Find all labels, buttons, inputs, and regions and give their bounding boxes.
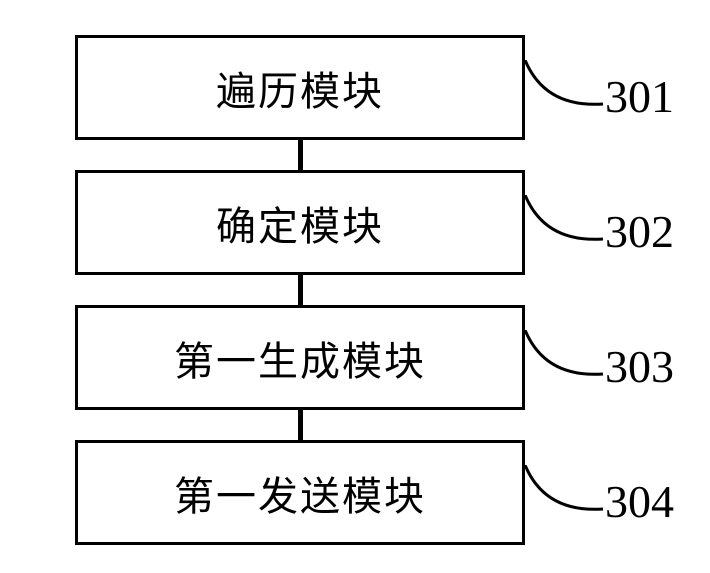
box-301-label: 遍历模块 <box>216 59 384 117</box>
label-301: 301 <box>605 70 674 123</box>
box-303: 第一生成模块 <box>75 305 525 410</box>
diagram-canvas: 遍历模块 确定模块 第一生成模块 第一发送模块 301 302 303 304 <box>0 0 710 573</box>
connector-2 <box>298 275 303 305</box>
box-301: 遍历模块 <box>75 35 525 140</box>
box-302: 确定模块 <box>75 170 525 275</box>
callout-304 <box>525 465 605 525</box>
box-304-label: 第一发送模块 <box>174 464 426 522</box>
label-303: 303 <box>605 340 674 393</box>
box-302-label: 确定模块 <box>216 194 384 252</box>
callout-302 <box>525 195 605 255</box>
label-304: 304 <box>605 475 674 528</box>
box-304: 第一发送模块 <box>75 440 525 545</box>
label-302: 302 <box>605 205 674 258</box>
connector-3 <box>298 410 303 440</box>
box-303-label: 第一生成模块 <box>174 329 426 387</box>
callout-303 <box>525 330 605 390</box>
connector-1 <box>298 140 303 170</box>
callout-301 <box>525 60 605 120</box>
